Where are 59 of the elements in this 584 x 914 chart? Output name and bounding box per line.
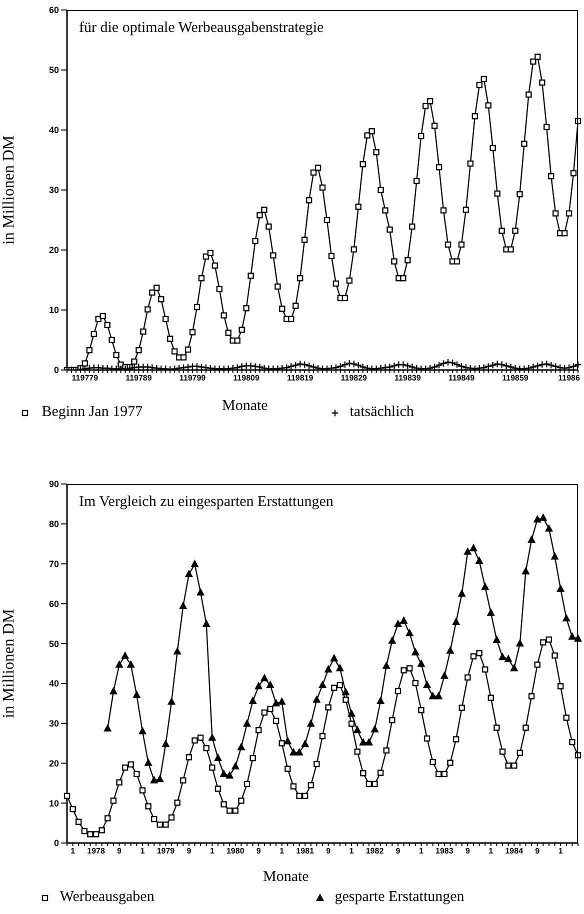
x-tick-label: 1981 — [296, 846, 315, 856]
x-tick-label: 1980 — [226, 846, 245, 856]
legend-label: Werbeausgaben — [60, 889, 154, 905]
x-tick-label: 119799 — [179, 374, 206, 383]
x-tick-label: 1 — [488, 846, 494, 856]
x-tick-label: 9 — [396, 846, 401, 856]
x-tick-label: 119809 — [233, 374, 260, 383]
legend-label: Beginn Jan 1977 — [42, 404, 143, 420]
x-tick-label: 1983 — [436, 846, 454, 856]
y-tick-label: 10 — [48, 798, 59, 808]
x-tick-label: 9 — [117, 846, 122, 856]
x-tick-label: 119839 — [394, 374, 422, 383]
x-tick-label: 9 — [326, 846, 332, 856]
x-tick-label: 9 — [256, 846, 262, 856]
x-tick-label: 1 — [418, 846, 424, 856]
y-tick-label: 50 — [48, 638, 59, 649]
x-tick-label: 1 — [280, 846, 285, 856]
x-tick-label: 1978 — [87, 846, 106, 856]
y-tick-label: 90 — [48, 479, 59, 490]
x-tick-label: 1 — [349, 846, 354, 856]
x-axis-title: Monate — [263, 869, 309, 886]
x-tick-label: 1 — [558, 846, 564, 856]
y-tick-label: 80 — [48, 519, 59, 530]
legend-label: tatsächlich — [350, 404, 414, 420]
y-tick-label: 30 — [48, 185, 59, 196]
x-tick-label: 119859 — [502, 374, 529, 383]
x-tick-label: 119829 — [340, 374, 368, 383]
x-tick-label: 1984 — [505, 846, 524, 856]
x-tick-label: 1 — [140, 846, 146, 856]
x-tick-label: 9 — [535, 846, 540, 856]
x-tick-label: 1982 — [366, 846, 384, 856]
x-tick-label: 9 — [465, 846, 470, 856]
y-tick-label: 50 — [48, 65, 59, 76]
x-tick-label: 9 — [186, 846, 192, 856]
x-tick-label: 1979 — [156, 846, 176, 856]
x-axis-title: Monate — [222, 398, 268, 415]
y-tick-label: 30 — [48, 718, 59, 729]
x-tick-label: 119849 — [448, 374, 476, 383]
y-tick-label: 40 — [48, 125, 59, 136]
y-tick-label: 20 — [48, 758, 59, 768]
text: für die optimale Werbeausgabenstrategie — [79, 20, 324, 37]
y-tick-label: 10 — [48, 305, 59, 316]
x-tick-label: 1 — [210, 846, 215, 856]
x-tick-label: 1 — [70, 846, 76, 856]
text: Im Vergleich zu eingesparten Erstattungen — [79, 494, 334, 511]
y-tick-label: 70 — [48, 558, 59, 569]
x-tick-label: 119819 — [286, 374, 314, 383]
y-tick-label: 0 — [54, 365, 59, 376]
y-tick-label: 20 — [48, 245, 59, 256]
y-axis-title: in Millionen DM — [0, 135, 18, 245]
legend-label: gesparte Erstattungen — [334, 889, 464, 905]
y-tick-label: 40 — [48, 678, 59, 689]
x-tick-label: 119779 — [72, 374, 99, 383]
y-tick-label: 60 — [48, 5, 59, 16]
y-tick-label: 0 — [54, 838, 59, 848]
y-axis-title: in Millionen DM — [0, 608, 18, 718]
x-tick-label: 119789 — [126, 374, 152, 383]
x-tick-label: 11986 — [558, 374, 580, 383]
y-tick-label: 60 — [48, 598, 59, 609]
